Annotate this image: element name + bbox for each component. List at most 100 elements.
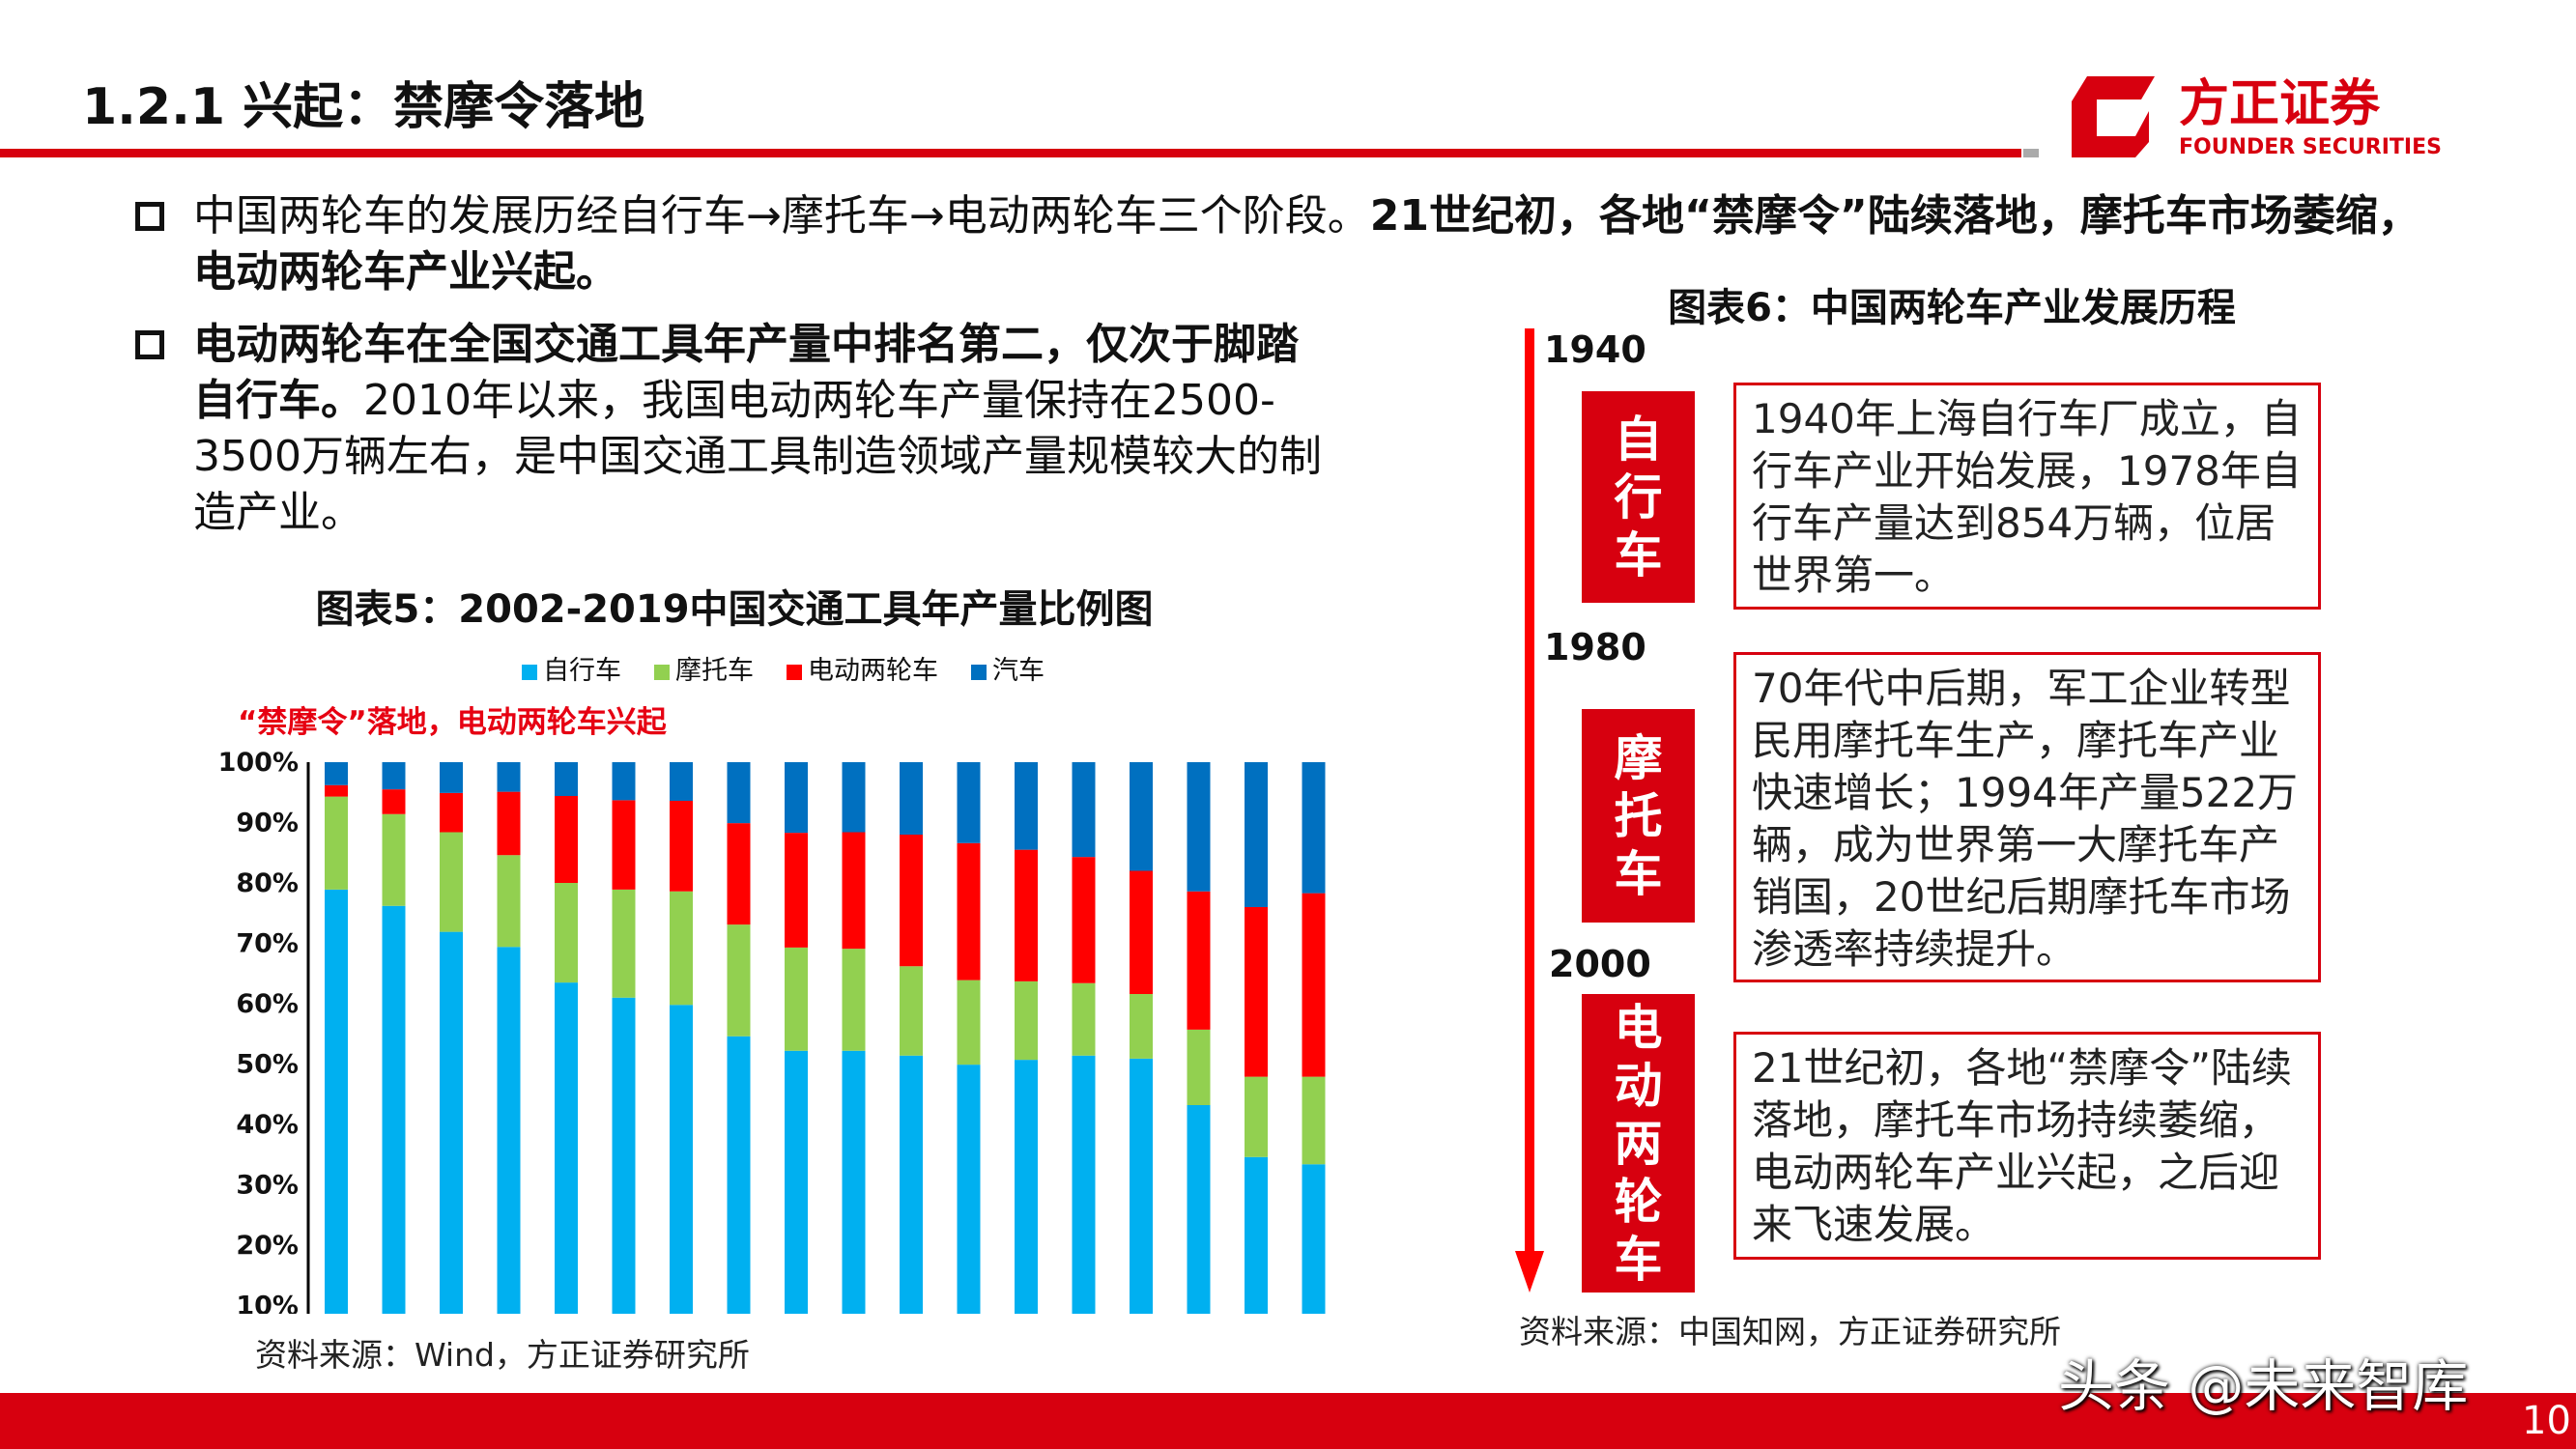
stage-label-char: 动 [1614,1057,1663,1114]
stage-description: 70年代中后期，军工企业转型民用摩托车生产，摩托车产业快速增长；1994年产量5… [1733,652,2321,982]
bar-segment [957,980,981,1065]
bar-segment [440,931,463,1314]
bar-segment [440,762,463,793]
bullet-text-bold: 电动两轮车在全国交通工具年产量中排名第二，仅次于脚踏自行车。 [193,320,1299,425]
bar-segment [842,762,866,833]
bar-segment [1130,994,1153,1059]
bar-segment [727,1036,751,1314]
stage-label-ebike: 电动两轮车 [1582,994,1695,1293]
stage-label-char: 车 [1614,1231,1663,1288]
bar-segment [900,835,923,967]
bar-segment [1072,857,1096,983]
y-tick-label: 100% [218,748,299,778]
bar-segment [670,801,693,892]
bar-segment [382,905,406,1314]
bar-segment [670,1005,693,1314]
bar-segment [325,889,348,1314]
page-number: 10 [2522,1399,2571,1443]
chart-title: 图表5：2002-2019中国交通工具年产量比例图 [315,587,1154,632]
chart-legend: 自行车 摩托车 电动两轮车 汽车 [522,649,1045,687]
bar-segment [1302,762,1326,894]
bar-segment [1245,762,1268,907]
bar-segment [325,784,348,797]
bar-segment [785,833,808,948]
bar-segment [555,883,578,983]
bar-segment [1015,762,1038,850]
stage-description: 21世纪初，各地“禁摩令”陆续落地，摩托车市场持续萎缩，电动两轮车产业兴起，之后… [1733,1032,2321,1260]
legend-item: 摩托车 [654,649,754,687]
timeline-year: 1940 [1544,328,1646,371]
bar-segment [727,823,751,925]
bar-segment [785,1050,808,1314]
page-title: 1.2.1 兴起：禁摩令落地 [82,78,645,136]
bar-segment [382,762,406,790]
timeline-source: 资料来源：中国知网，方正证券研究所 [1519,1313,2061,1350]
bar-segment [497,947,521,1314]
svg-text:方正证券: 方正证券 [2179,75,2381,133]
bar-segment [727,762,751,824]
bar-segment [1187,891,1211,1030]
bar-segment [555,762,578,796]
title-divider [0,149,2021,157]
bar-segment [957,762,981,843]
stage-label-char: 行 [1614,469,1663,526]
timeline-arrow-icon [1515,328,1544,1293]
stage-label-char: 摩 [1614,729,1663,786]
bullet-text-bold: 21世纪初，各地“禁摩令”陆续落地，摩托车市场萎缩，电动两轮车产业兴起。 [193,191,2420,297]
y-tick-label: 80% [236,868,299,898]
y-tick-label: 50% [236,1050,299,1080]
bar-segment [612,800,636,890]
bar-segment [1130,762,1153,871]
bar-segment [670,891,693,1006]
timeline-year: 1980 [1544,626,1646,668]
square-bullet-icon [135,202,164,231]
square-bullet-icon [135,330,164,359]
bar-segment [785,947,808,1051]
y-tick-label: 70% [236,929,299,959]
stage-label-char: 托 [1614,787,1663,844]
bar-segment [612,889,636,998]
bar-segment [842,1050,866,1314]
bar-segment [325,762,348,785]
bar-segment [382,813,406,906]
bar-segment [727,924,751,1037]
bar-segment [325,796,348,890]
y-tick-label: 20% [236,1231,299,1261]
bar-segment [555,796,578,883]
stage-label-char: 自 [1614,411,1663,468]
bullet-point: 中国两轮车的发展历经自行车→摩托车→电动两轮车三个阶段。21世纪初，各地“禁摩令… [135,188,2454,300]
stage-label-motorcycle: 摩托车 [1582,709,1695,923]
bar-segment [1015,849,1038,981]
stage-label-char: 两 [1614,1115,1663,1172]
bar-segment [440,792,463,833]
timeline-year: 2000 [1549,943,1651,985]
bar-segment [497,791,521,856]
bar-segment [382,789,406,814]
bar-segment [842,949,866,1051]
stage-description: 1940年上海自行车厂成立，自行车产业开始发展，1978年自行车产量达到854万… [1733,383,2321,610]
bar-segment [555,982,578,1314]
stage-label-char: 轮 [1614,1173,1663,1230]
stage-label-bicycle: 自行车 [1582,391,1695,603]
bar-segment [1072,982,1096,1056]
bar-segment [957,842,981,980]
y-tick-label: 40% [236,1110,299,1140]
bar-segment [785,762,808,834]
bar-segment [1187,1029,1211,1105]
bar-segment [1187,762,1211,892]
bar-segment [900,966,923,1056]
watermark: 头条 @未来智库 [2058,1353,2469,1419]
legend-item: 电动两轮车 [787,649,938,687]
bar-segment [1072,762,1096,858]
bullet-text: 2010年以来，我国电动两轮车产量保持在2500-3500万辆左右，是中国交通工… [193,376,1322,537]
bar-segment [440,832,463,932]
chart-annotation: “禁摩令”落地，电动两轮车兴起 [238,705,667,740]
bar-segment [1302,1076,1326,1165]
bar-segment [957,1065,981,1314]
bar-segment [1245,1156,1268,1314]
bar-segment [1245,1076,1268,1157]
bar-segment [1245,907,1268,1077]
timeline-title: 图表6：中国两轮车产业发展历程 [1668,286,2236,330]
stage-label-char: 电 [1614,999,1663,1056]
bar-segment [900,1055,923,1314]
